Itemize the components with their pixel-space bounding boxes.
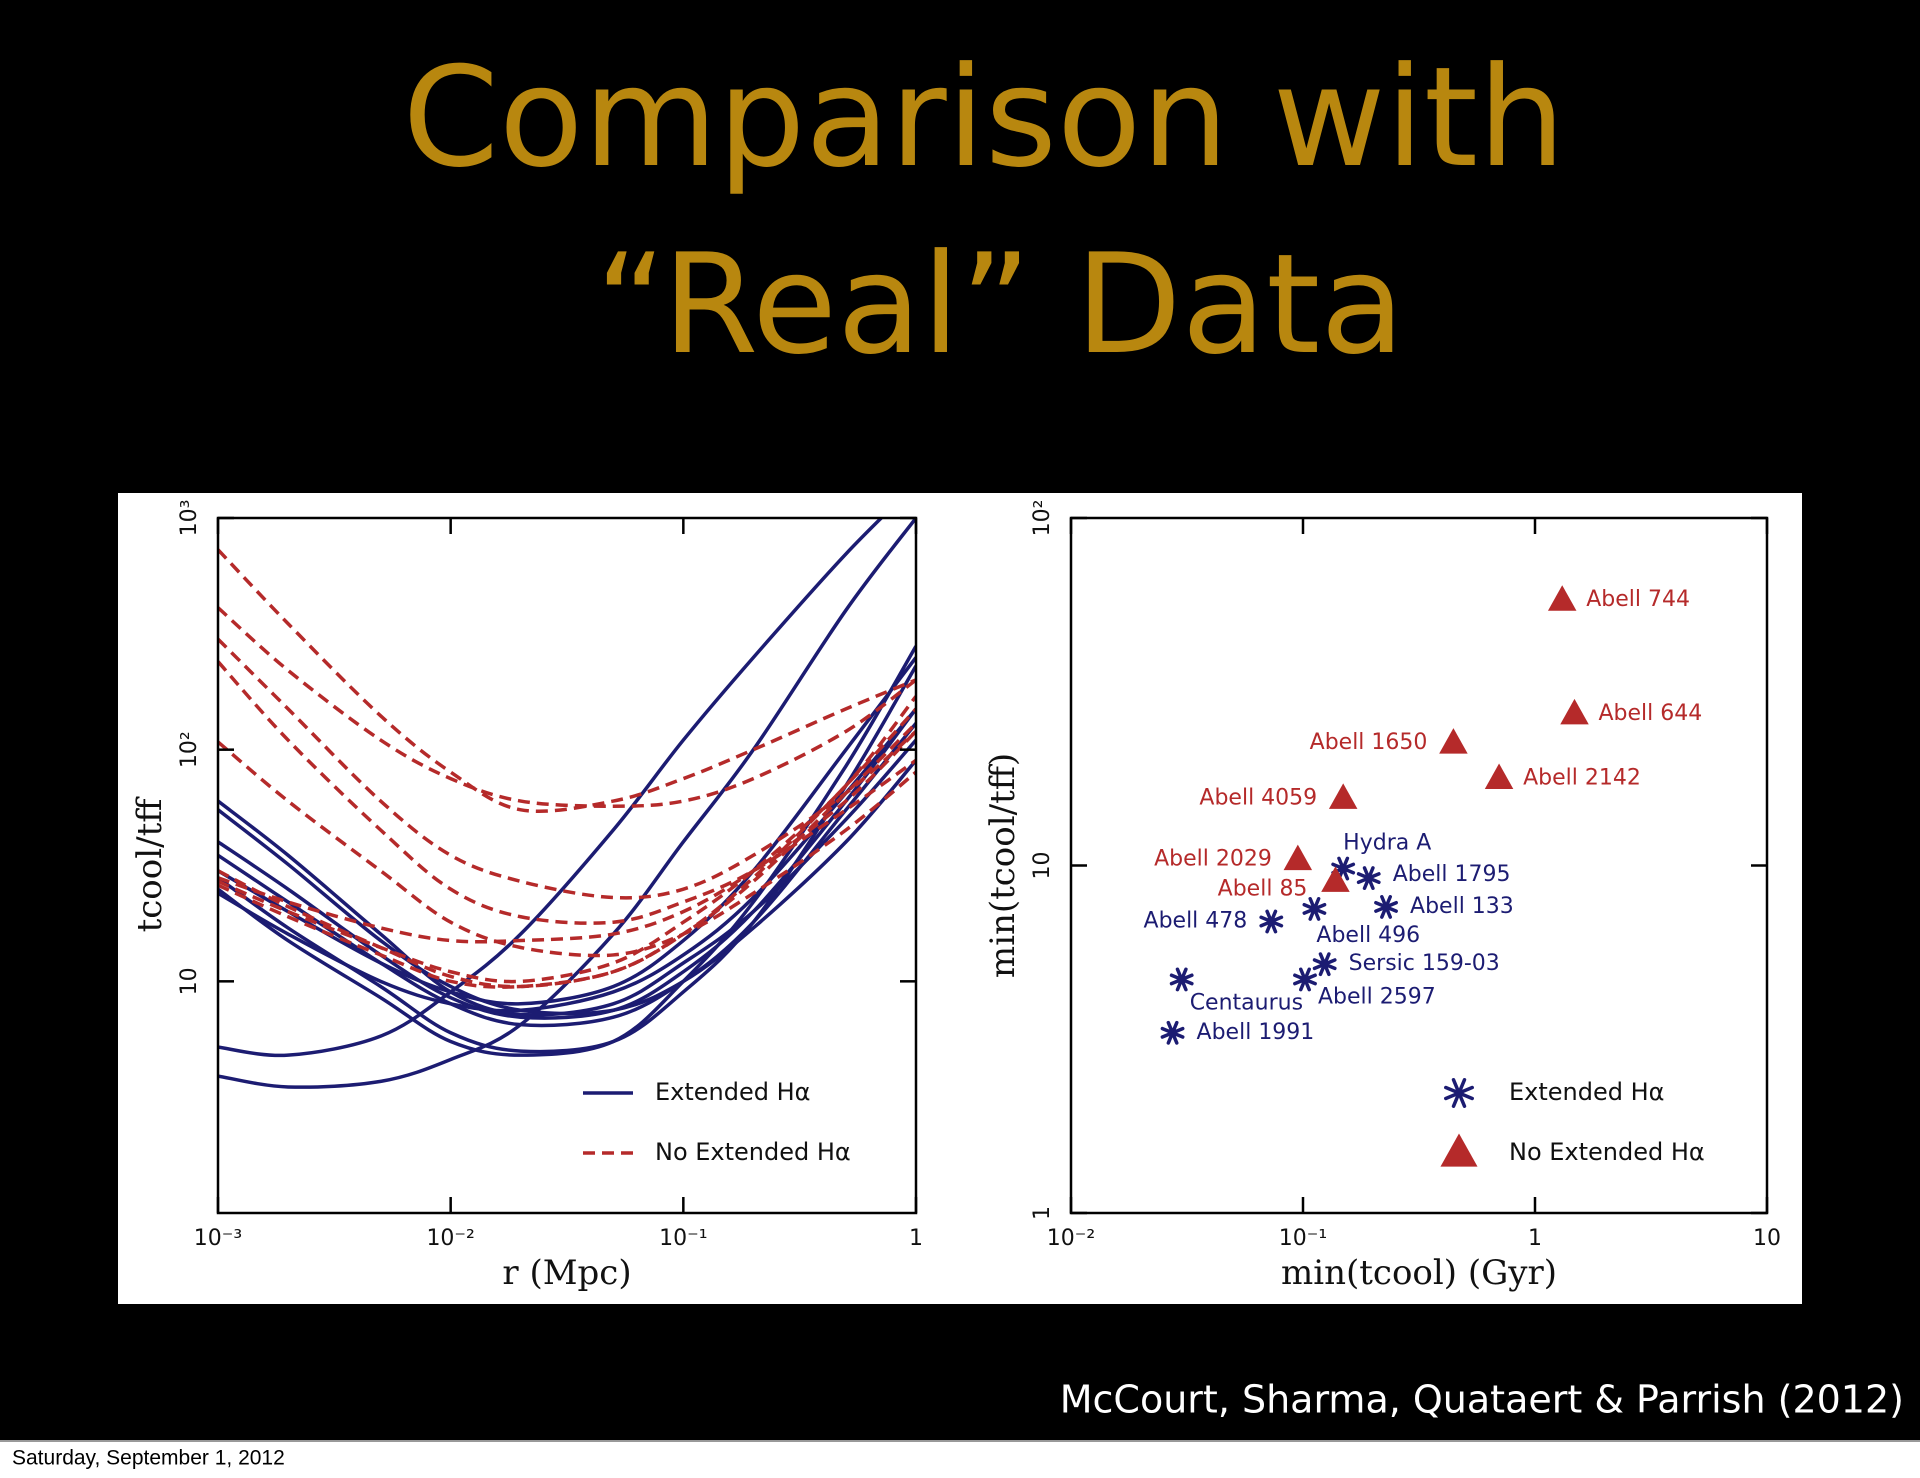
x-axis-label: min(tcool) (Gyr) xyxy=(1281,1253,1557,1293)
y-axis-label: min(tcool/tff) xyxy=(983,753,1023,978)
curve xyxy=(218,518,884,1058)
curve xyxy=(218,722,916,989)
asterisk-marker xyxy=(1356,866,1381,890)
curve xyxy=(218,759,916,1016)
y-axis-label: tcool/tff xyxy=(130,796,170,933)
asterisk-marker xyxy=(1160,1020,1185,1045)
point-label: Abell 85 xyxy=(1218,876,1308,901)
y-tick-label: 10 xyxy=(177,967,202,995)
x-tick-label: 1 xyxy=(909,1226,923,1251)
date: Saturday, September 1, 2012 xyxy=(12,1447,285,1470)
point-label: Abell 1795 xyxy=(1393,862,1511,887)
triangle-marker xyxy=(1321,866,1350,892)
point-label: Abell 2029 xyxy=(1154,847,1272,872)
triangle-marker xyxy=(1547,585,1577,611)
triangle-marker xyxy=(1484,763,1514,789)
triangle-marker xyxy=(1439,728,1468,754)
figure-panel xyxy=(118,493,1802,1304)
plot-area xyxy=(218,518,916,1089)
y-tick-label: 1 xyxy=(1030,1206,1055,1220)
point-label: Abell 4059 xyxy=(1199,785,1317,810)
x-tick-label: 10⁻¹ xyxy=(1279,1226,1327,1251)
title-line: “Real” Data xyxy=(595,224,1405,385)
curve xyxy=(218,722,916,1028)
curve xyxy=(218,740,916,958)
x-tick-label: 10⁻¹ xyxy=(659,1226,707,1251)
triangle-marker xyxy=(1283,844,1313,871)
axes-frame xyxy=(1069,516,1769,1215)
asterisk-marker xyxy=(1444,1078,1474,1108)
point-label: Abell 1991 xyxy=(1197,1020,1315,1045)
curve xyxy=(218,660,916,925)
point-label: Abell 1650 xyxy=(1310,730,1428,755)
x-tick-label: 10⁻² xyxy=(426,1226,474,1251)
axes-frame xyxy=(216,516,918,1215)
curve xyxy=(218,707,916,1020)
point-label: Abell 644 xyxy=(1599,701,1703,726)
curve xyxy=(218,656,916,1006)
x-tick-label: 10⁻² xyxy=(1047,1226,1095,1251)
asterisk-marker xyxy=(1259,909,1284,934)
curve xyxy=(218,695,916,984)
legend-label: No Extended Hα xyxy=(1509,1138,1705,1166)
legend-label: Extended Hα xyxy=(1509,1078,1664,1106)
citation: McCourt, Sharma, Quataert & Parrish (201… xyxy=(1060,1378,1904,1422)
curve xyxy=(218,518,916,1089)
asterisk-marker xyxy=(1374,895,1398,919)
point-label: Abell 478 xyxy=(1144,908,1248,933)
point-label: Abell 2597 xyxy=(1318,984,1436,1009)
curve xyxy=(218,606,916,808)
asterisk-marker xyxy=(1302,897,1327,921)
legend-label: Extended Hα xyxy=(655,1078,810,1106)
curve xyxy=(218,707,916,1013)
point-label: Abell 133 xyxy=(1410,894,1514,919)
asterisk-marker xyxy=(1312,952,1337,977)
curve xyxy=(218,548,916,814)
point-label: Abell 496 xyxy=(1316,923,1420,948)
triangle-marker xyxy=(1328,783,1358,809)
asterisk-marker xyxy=(1331,856,1356,881)
date-bar xyxy=(0,1441,1920,1478)
curve xyxy=(218,637,916,900)
y-tick-label: 10² xyxy=(1030,500,1055,537)
point-label: Abell 2142 xyxy=(1523,765,1641,790)
y-tick-label: 10 xyxy=(1030,852,1055,880)
x-tick-label: 10 xyxy=(1753,1226,1781,1251)
triangle-marker xyxy=(1440,1133,1478,1167)
legend-label: No Extended Hα xyxy=(655,1138,851,1166)
y-tick-label: 10² xyxy=(177,731,202,768)
point-label: Centaurus xyxy=(1190,990,1303,1015)
asterisk-marker xyxy=(1169,967,1194,992)
x-tick-label: 1 xyxy=(1528,1226,1542,1251)
plot-area xyxy=(1160,585,1589,1045)
curve xyxy=(218,730,916,944)
title-line: Comparison with xyxy=(403,37,1566,198)
point-label: Hydra A xyxy=(1343,831,1431,856)
x-tick-label: 10⁻³ xyxy=(194,1226,242,1251)
point-label: Sersic 159-03 xyxy=(1349,951,1500,976)
y-tick-label: 10³ xyxy=(177,500,202,537)
curve xyxy=(218,645,916,1057)
point-label: Abell 744 xyxy=(1586,587,1690,612)
asterisk-marker xyxy=(1293,967,1317,992)
x-axis-label: r (Mpc) xyxy=(502,1253,631,1293)
triangle-marker xyxy=(1560,698,1589,725)
